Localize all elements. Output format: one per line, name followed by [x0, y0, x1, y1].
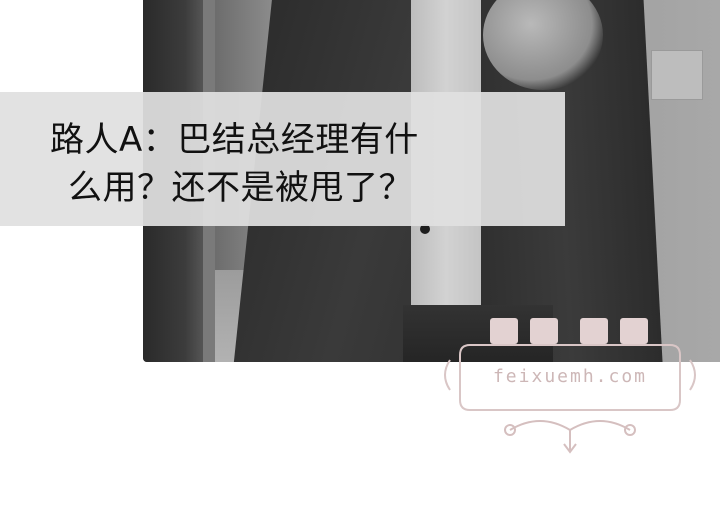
watermark-site-text: feixuemh.com [492, 366, 648, 387]
skirt [403, 305, 553, 362]
ornament-icon [504, 420, 636, 454]
hair [483, 0, 603, 90]
caption-line-1: 路人A：巴结总经理有什 [50, 120, 419, 160]
caption-box [0, 92, 565, 226]
wall-sign [651, 50, 703, 100]
caption-line-2: 么用？还不是被甩了？ [68, 168, 413, 208]
watermark-logo-icon [444, 318, 696, 454]
jacket-button [420, 224, 430, 234]
caption-text: 路人A：巴结总经理有什 么用？还不是被甩了？ [50, 116, 520, 212]
watermark: feixuemh.com [440, 300, 700, 460]
